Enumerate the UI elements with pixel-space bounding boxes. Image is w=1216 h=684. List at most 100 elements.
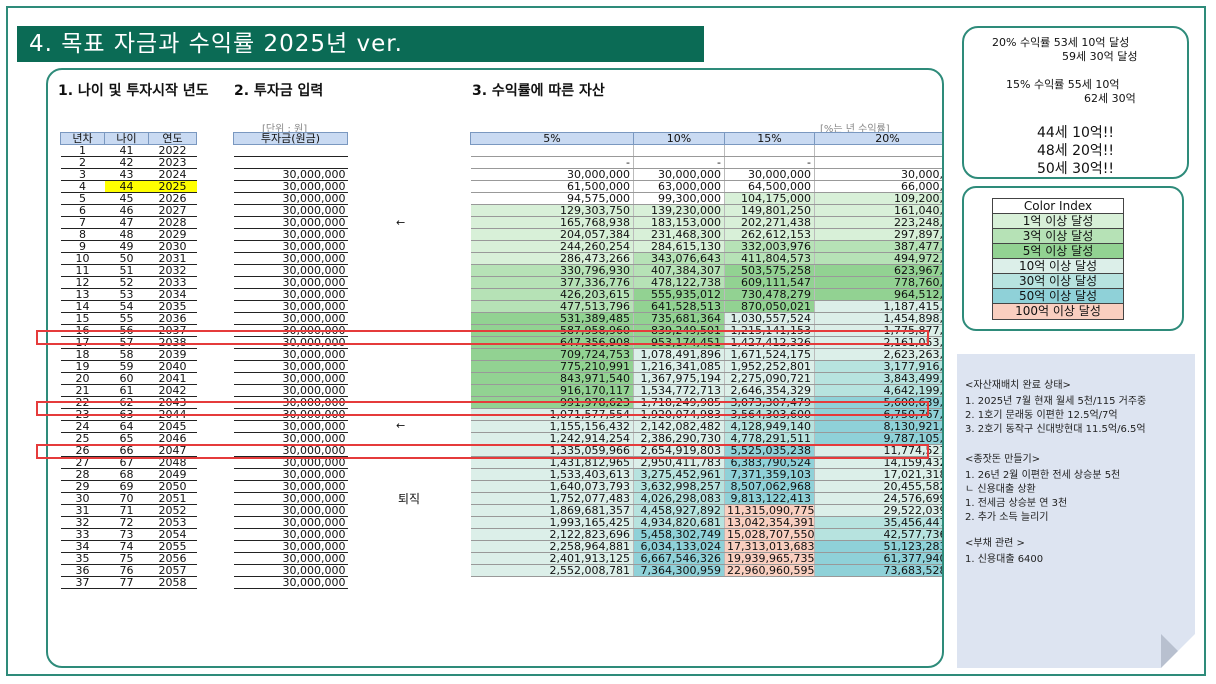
cell-year: 2022	[148, 144, 197, 157]
cell-rate-value: 1,335,059,966	[470, 444, 634, 457]
cell-year-no: 5	[60, 192, 105, 205]
cell-year-no: 34	[60, 540, 105, 553]
rate-asset-table: 5% 10% 15% 20% - - -30,000,000 30,000,000 30…	[470, 132, 942, 577]
goal-line-1: 20% 수익률 53세 10억 달성	[992, 36, 1130, 49]
cell-rate-value: 4,458,927,892	[633, 504, 725, 517]
table-row: 30,000,000	[233, 276, 348, 289]
cell-rate-value: 4,642,199,99	[814, 384, 942, 397]
table-row: 843,971,540 1,367,975,194 2,275,090,721 3,8…	[470, 372, 942, 385]
cell-principal: 30,000,000	[233, 552, 348, 565]
table-row: 2,258,964,881 6,034,133,024 17,313,013,683…	[470, 540, 942, 553]
cell-age: 69	[104, 480, 149, 493]
cell-rate-value: 161,040,00	[814, 204, 942, 217]
cell-rate-value	[633, 144, 725, 157]
table-row: 30,000,000	[233, 516, 348, 529]
table-row: 30,000,000	[233, 444, 348, 457]
cell-year-no: 37	[60, 576, 105, 589]
table-row: 24 64 2045	[60, 420, 197, 433]
cell-rate-value: 20,455,582,7	[814, 480, 942, 493]
cell-principal: 30,000,000	[233, 468, 348, 481]
col-header-age: 나이	[104, 132, 149, 145]
table-row: 18 58 2039	[60, 348, 197, 361]
cell-age: 68	[104, 468, 149, 481]
cell-rate-value: 623,967,05	[814, 264, 942, 277]
cell-principal: 30,000,000	[233, 252, 348, 265]
cell-rate-value: 1,367,975,194	[633, 372, 725, 385]
table-row: 20 60 2041	[60, 372, 197, 385]
legend-item-50: 50억 이상 달성	[993, 289, 1123, 304]
goal-line-2: 59세 30억 달성	[1062, 50, 1138, 63]
cell-rate-value: 15,028,707,550	[724, 528, 815, 541]
col-header-rate-20: 20%	[814, 132, 942, 145]
cell-age: 64	[104, 420, 149, 433]
cell-age: 49	[104, 240, 149, 253]
cell-rate-value: 478,122,738	[633, 276, 725, 289]
cell-year-no: 11	[60, 264, 105, 277]
cell-year-no: 32	[60, 516, 105, 529]
cell-rate-value: 775,210,991	[470, 360, 634, 373]
table-row: 30,000,000	[233, 576, 348, 589]
cell-rate-value: 24,576,699,3	[814, 492, 942, 505]
cell-rate-value: 494,972,54	[814, 252, 942, 265]
cell-rate-value: 503,575,258	[724, 264, 815, 277]
cell-rate-value: 2,275,090,721	[724, 372, 815, 385]
goal-line-3: 15% 수익률 55세 10억	[1006, 78, 1120, 91]
table-row: 244,260,254 284,615,130 332,003,976 387,477…	[470, 240, 942, 253]
arrow-60: ←	[396, 419, 406, 432]
color-index-title: Color Index	[993, 199, 1123, 214]
cell-rate-value: 3,177,916,66	[814, 360, 942, 373]
table-row: 709,724,753 1,078,491,896 1,671,524,175 2,6…	[470, 348, 942, 361]
cell-rate-value: 14,159,432,4	[814, 456, 942, 469]
cell-rate-value: 2,646,354,329	[724, 384, 815, 397]
note-line-c1: 1. 신용대출 6400	[965, 554, 1044, 565]
cell-year-no: 7	[60, 216, 105, 229]
table-row: 1,242,914,254 2,386,290,730 4,778,291,511 9…	[470, 432, 942, 445]
cell-rate-value: 7,371,359,103	[724, 468, 815, 481]
cell-year-no: 27	[60, 456, 105, 469]
table-row: 30,000,000	[233, 240, 348, 253]
cell-rate-value: 104,175,000	[724, 192, 815, 205]
table-row: 30,000,000	[233, 384, 348, 397]
cell-year-no: 28	[60, 468, 105, 481]
cell-rate-value	[470, 144, 634, 157]
cell-principal	[233, 156, 348, 169]
cell-age: 44	[104, 180, 149, 193]
cell-rate-value	[814, 156, 942, 169]
cell-year: 2052	[148, 504, 197, 517]
cell-age: 73	[104, 528, 149, 541]
table-row: ---	[470, 156, 942, 169]
table-row: 10 50 2031	[60, 252, 197, 265]
table-row: 30,000,000	[233, 480, 348, 493]
table-row: 30,000,000	[233, 180, 348, 193]
note-line-a3: 3. 2호기 동작구 신대방현대 11.5억/6.5억	[965, 424, 1146, 435]
cell-rate-value: 149,801,250	[724, 204, 815, 217]
table-row: 12 52 2033	[60, 276, 197, 289]
cell-year: 2050	[148, 480, 197, 493]
cell-rate-value: 13,042,354,391	[724, 516, 815, 529]
col-header-rate-10: 10%	[633, 132, 725, 145]
cell-year: 2040	[148, 360, 197, 373]
cell-year-no: 36	[60, 564, 105, 577]
cell-age: 74	[104, 540, 149, 553]
cell-rate-value: 9,813,122,413	[724, 492, 815, 505]
cell-rate-value: 165,768,938	[470, 216, 634, 229]
unit-label: [단위 : 원]	[262, 124, 308, 135]
cell-rate-value: 2,654,919,803	[633, 444, 725, 457]
table-row: 1,431,812,965 2,950,411,783 6,383,790,524 1…	[470, 456, 942, 469]
cell-rate-value: 843,971,540	[470, 372, 634, 385]
cell-principal: 30,000,000	[233, 528, 348, 541]
cell-rate-value: 183,153,000	[633, 216, 725, 229]
cell-rate-value: 2,386,290,730	[633, 432, 725, 445]
highlight-row-54	[36, 330, 929, 345]
cell-rate-value: 709,724,753	[470, 348, 634, 361]
table-row: 2,552,008,781 7,364,300,959 22,960,960,595…	[470, 564, 942, 577]
cell-principal: 30,000,000	[233, 360, 348, 373]
cell-rate-value: 1,533,403,613	[470, 468, 634, 481]
cell-year-no: 8	[60, 228, 105, 241]
cell-principal	[233, 144, 348, 157]
note-heading-2: <종잣돈 만들기>	[965, 454, 1041, 465]
table-row: 30,000,000	[233, 228, 348, 241]
cell-rate-value: 129,303,750	[470, 204, 634, 217]
cell-age: 47	[104, 216, 149, 229]
